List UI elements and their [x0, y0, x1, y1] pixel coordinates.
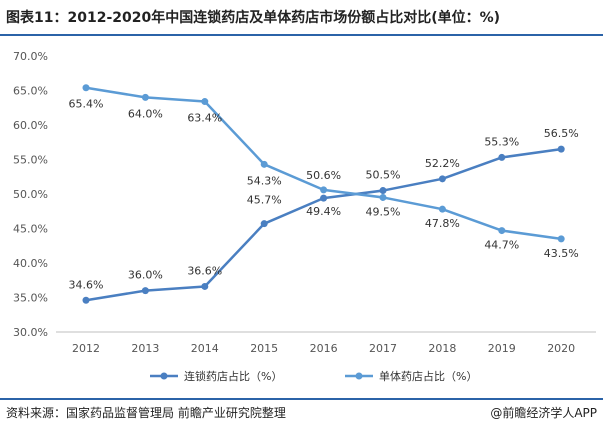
- single-data-label: 63.4%: [187, 112, 222, 125]
- x-tick-label: 2020: [547, 342, 575, 355]
- x-tick-label: 2014: [191, 342, 219, 355]
- single-data-label: 65.4%: [69, 98, 104, 111]
- chain-data-label: 49.4%: [306, 205, 341, 218]
- single-data-label: 50.6%: [306, 169, 341, 182]
- line-chart: 30.0% 35.0% 40.0% 45.0% 50.0% 55.0% 60.0% 65.0%…: [13, 50, 596, 383]
- y-tick-label: 55.0%: [13, 154, 48, 167]
- y-tick-label: 40.0%: [13, 257, 48, 270]
- y-tick-label: 65.0%: [13, 85, 48, 98]
- y-tick-label: 60.0%: [13, 119, 48, 132]
- single-data-label: 44.7%: [484, 239, 519, 252]
- single-data-label: 43.5%: [544, 247, 579, 260]
- single-point: [379, 193, 387, 201]
- single-data-label: 49.5%: [366, 205, 401, 218]
- single-data-label: 47.8%: [425, 217, 460, 230]
- chain-point: [379, 187, 387, 195]
- single-point: [82, 84, 90, 92]
- single-point: [320, 186, 328, 194]
- brand-credit: @前瞻经济学人APP: [490, 406, 597, 420]
- chain-data-label: 45.7%: [247, 194, 282, 207]
- single-point: [201, 98, 209, 106]
- chain-point: [201, 282, 209, 290]
- x-tick-label: 2019: [488, 342, 516, 355]
- chain-data-label: 55.3%: [484, 135, 519, 148]
- chain-point: [141, 287, 149, 295]
- x-tick-label: 2018: [428, 342, 456, 355]
- y-tick-label: 50.0%: [13, 188, 48, 201]
- chain-point: [320, 194, 328, 202]
- chain-data-label: 56.5%: [544, 127, 579, 140]
- chain-data-label: 34.6%: [69, 278, 104, 291]
- single-point: [438, 205, 446, 213]
- source-note: 资料来源：国家药品监督管理局 前瞻产业研究院整理: [6, 406, 286, 420]
- title-rule: [0, 34, 603, 36]
- single-point: [260, 160, 268, 168]
- legend-marker-single: [355, 372, 363, 380]
- x-tick-label: 2017: [369, 342, 397, 355]
- footer-rule: [0, 398, 603, 400]
- x-tick-label: 2016: [310, 342, 338, 355]
- single-point: [498, 227, 506, 235]
- legend-label-chain: 连锁药店占比（%）: [184, 369, 282, 383]
- single-data-label: 64.0%: [128, 107, 163, 120]
- single-data-label: 54.3%: [247, 174, 282, 187]
- x-tick-label: 2015: [250, 342, 278, 355]
- chain-point: [82, 296, 90, 304]
- chain-data-label: 52.2%: [425, 157, 460, 170]
- legend-marker-chain: [160, 372, 168, 380]
- chain-data-label: 50.5%: [366, 169, 401, 182]
- y-tick-label: 70.0%: [13, 50, 48, 63]
- x-tick-label: 2013: [131, 342, 159, 355]
- legend-label-single: 单体药店占比（%）: [379, 369, 477, 383]
- single-point: [141, 93, 149, 101]
- y-tick-label: 45.0%: [13, 223, 48, 236]
- chart-title: 图表11：2012-2020年中国连锁药店及单体药店市场份额占比对比(单位：%): [6, 10, 501, 26]
- chain-data-label: 36.6%: [187, 264, 222, 277]
- chain-point: [260, 220, 268, 228]
- single-point: [557, 235, 565, 243]
- chain-point: [498, 153, 506, 161]
- y-tick-label: 35.0%: [13, 292, 48, 305]
- chain-data-label: 36.0%: [128, 269, 163, 282]
- y-tick-label: 30.0%: [13, 326, 48, 339]
- x-tick-label: 2012: [72, 342, 100, 355]
- chain-point: [557, 145, 565, 153]
- chain-point: [438, 175, 446, 183]
